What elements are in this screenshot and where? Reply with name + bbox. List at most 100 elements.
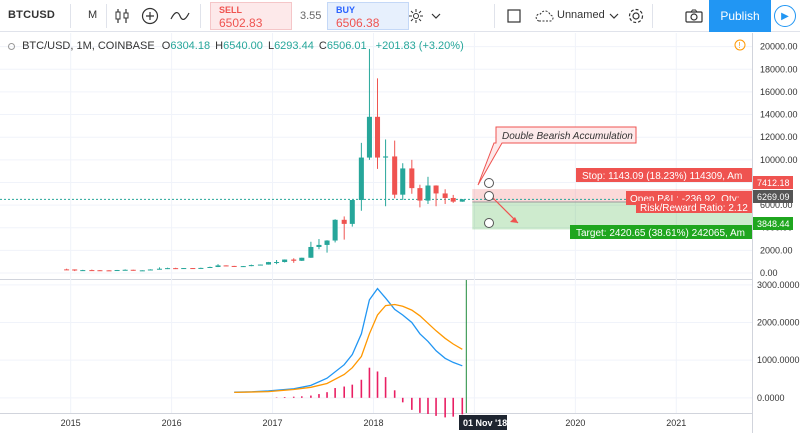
buy-button[interactable]: BUY 6506.38 [327,2,409,30]
candle-body [459,199,465,202]
camera-icon[interactable] [684,6,704,26]
candle[interactable] [366,48,372,160]
candle[interactable] [106,270,112,272]
candle[interactable] [349,200,355,227]
candle-body [332,219,338,241]
candle-body [341,219,347,224]
toolbar-divider [106,4,107,28]
low-value: 6293.44 [274,40,314,52]
candle[interactable] [332,219,338,243]
entry-handle[interactable] [484,191,494,201]
gear-icon[interactable] [626,6,646,26]
interval-button[interactable]: M [88,9,98,21]
target-label-box[interactable] [570,225,752,239]
candle[interactable] [409,159,415,194]
stop-handle[interactable] [484,178,494,188]
candle[interactable] [130,269,136,271]
chart-area[interactable]: 20000.00 18000.00 16000.00 14000.00 12000.00… [0,33,800,433]
candle[interactable] [383,139,389,207]
visibility-icon[interactable] [8,43,15,50]
candle[interactable] [450,194,456,203]
candle[interactable] [114,269,120,272]
add-indicator-icon[interactable] [140,6,160,26]
candle[interactable] [248,264,254,267]
stop-label: Stop: 1143.09 (18.23%) 114309, Am [582,171,742,182]
candle[interactable] [274,259,280,265]
candle[interactable] [181,268,187,270]
candle[interactable] [341,216,347,240]
candle-body [400,168,406,195]
callout-box[interactable] [477,126,637,186]
publish-button[interactable]: Publish [709,0,771,32]
price-tick-label: 2000.00 [760,245,793,255]
layout-name[interactable]: Unnamed [557,9,605,21]
indicators-icon[interactable] [170,6,190,26]
candle[interactable] [257,264,263,266]
candle[interactable] [156,267,163,270]
candle-body [231,265,237,267]
candle[interactable] [265,261,272,265]
chevron-down-icon[interactable] [604,6,624,26]
candle[interactable] [400,163,406,201]
candle[interactable] [231,265,237,268]
candle[interactable] [139,270,145,272]
candle[interactable] [442,189,448,204]
candle[interactable] [425,176,431,204]
candle-body [248,265,254,267]
candle[interactable] [324,240,330,253]
candle[interactable] [173,267,179,270]
candle-body [308,246,314,258]
candle-body [349,200,355,224]
candle-body [173,268,179,270]
candle[interactable] [358,142,364,211]
sell-button[interactable]: SELL 6502.83 [210,2,292,30]
candle[interactable] [240,265,246,268]
candle[interactable] [299,257,305,262]
candle[interactable] [198,267,204,269]
fullscreen-icon[interactable] [504,6,524,26]
candle[interactable] [190,268,196,270]
osc-tick-label: 3000.0000 [757,280,800,290]
candle[interactable] [147,269,153,271]
candle[interactable] [316,239,322,250]
target-handle[interactable] [484,218,494,228]
alert-icon-glyph: ! [739,41,741,50]
arrow-head [510,217,518,223]
cloud-icon[interactable] [534,6,554,26]
candle-body [223,265,229,267]
symbol-search[interactable]: BTCUSD [8,9,56,21]
high-label: H [215,40,224,52]
candle[interactable] [417,184,423,208]
candles-icon[interactable] [112,6,132,26]
candle[interactable] [215,264,221,268]
candle[interactable] [80,269,86,272]
candle[interactable] [165,267,171,270]
candle[interactable] [291,258,297,263]
chart-canvas[interactable]: 20000.00 18000.00 16000.00 14000.00 12000.00… [0,33,800,433]
stop-label-box[interactable] [576,168,752,182]
candle[interactable] [282,259,288,263]
candle[interactable] [97,270,103,272]
candle[interactable] [459,198,465,202]
legend-title[interactable]: BTC/USD, 1M, COINBASE [22,40,155,52]
candle[interactable] [374,78,381,169]
alert-icon[interactable] [734,39,746,51]
candle[interactable] [64,268,70,271]
candle[interactable] [122,269,128,271]
candle[interactable] [89,269,95,272]
candle-body [358,157,364,201]
rr-label-box[interactable] [636,201,752,213]
settings-icon[interactable] [406,6,426,26]
candle[interactable] [433,185,439,207]
candle[interactable] [308,241,314,258]
candle-body [207,267,213,269]
candle-body [383,156,389,158]
candle[interactable] [223,265,229,267]
chevron-down-icon[interactable] [426,6,446,26]
candle[interactable] [72,269,78,272]
candle[interactable] [392,140,398,199]
candle[interactable] [207,266,213,269]
play-icon[interactable]: ▶ [774,5,796,27]
indicator-pane[interactable] [0,280,752,413]
buy-label: BUY [336,5,356,15]
